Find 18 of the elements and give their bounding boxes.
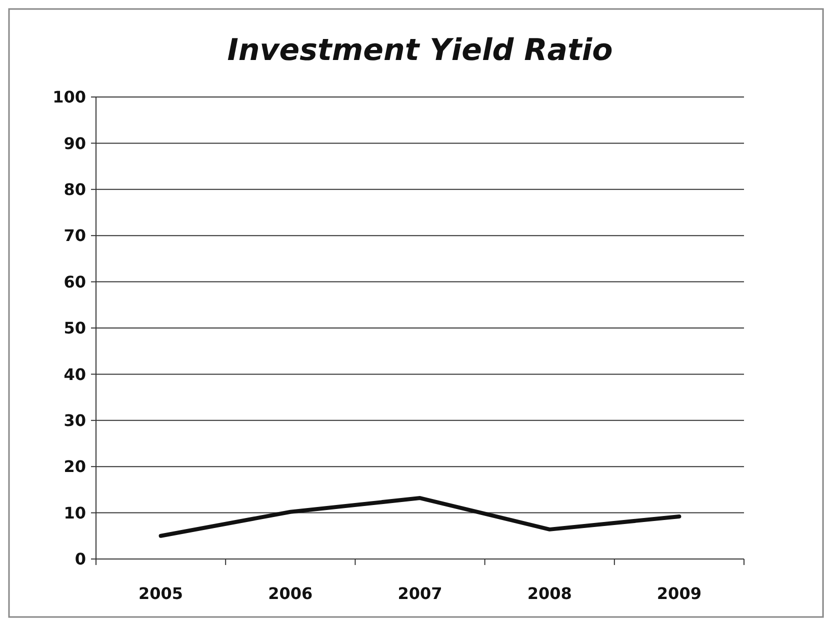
y-tick-label: 90 — [64, 134, 86, 153]
y-tick-label: 80 — [64, 180, 86, 199]
x-tick-label: 2009 — [656, 584, 702, 603]
y-tick-label: 50 — [64, 318, 86, 338]
x-tick-label: 2006 — [268, 584, 313, 603]
x-tick-label: 2008 — [527, 584, 572, 603]
y-tick-label: 70 — [64, 226, 86, 246]
y-tick-label: 10 — [64, 503, 86, 522]
y-tick-label: 20 — [64, 457, 86, 476]
x-tick-label: 2007 — [398, 584, 442, 603]
y-tick-label: 0 — [74, 550, 86, 569]
chart-title: Investment Yield Ratio — [227, 33, 613, 68]
x-tick-label: 2005 — [138, 584, 184, 603]
line-series — [158, 496, 682, 538]
y-tick-label: 30 — [64, 411, 86, 430]
y-tick-label: 60 — [64, 272, 86, 292]
y-tick-label: 40 — [64, 364, 86, 384]
y-tick-label: 100 — [52, 88, 86, 107]
